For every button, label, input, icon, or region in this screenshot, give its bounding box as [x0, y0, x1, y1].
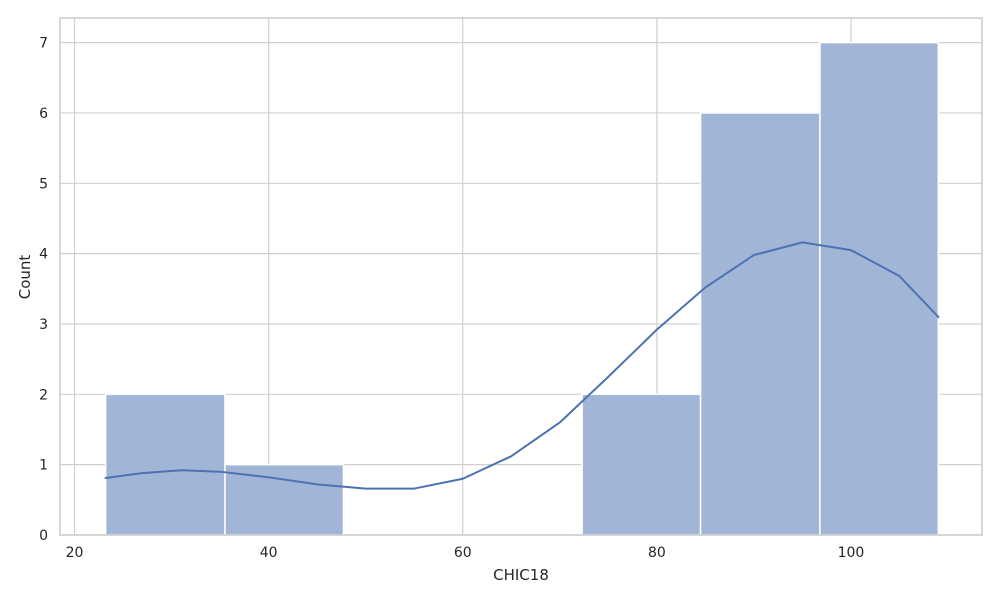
y-tick-label: 2	[39, 387, 48, 403]
x-tick-labels: 20 40 60 80 100	[66, 545, 865, 561]
histogram-bar	[581, 393, 702, 536]
x-tick-label: 60	[454, 545, 472, 561]
y-tick-label: 6	[39, 106, 48, 122]
y-tick-label: 0	[39, 528, 48, 544]
y-tick-labels: 0 1 2 3 4 5 6 7	[39, 36, 48, 544]
kde-curve-group	[104, 241, 940, 490]
histogram-bar	[104, 393, 226, 536]
histogram-bar	[699, 112, 821, 536]
y-tick-label: 5	[39, 176, 48, 192]
y-axis-label: Count	[16, 255, 34, 300]
x-tick-label: 20	[66, 545, 84, 561]
plot-frame	[59, 17, 983, 536]
x-tick-label: 100	[838, 545, 865, 561]
x-tick-label: 40	[260, 545, 278, 561]
histogram-bar	[224, 463, 345, 536]
kde-line	[104, 241, 940, 490]
y-tick-label: 3	[39, 317, 48, 333]
histogram-bar	[819, 41, 940, 536]
x-tick-label: 80	[648, 545, 666, 561]
y-tick-label: 4	[39, 247, 48, 263]
y-tick-label: 7	[39, 36, 48, 52]
x-axis-label: CHIC18	[493, 566, 549, 584]
y-tick-label: 1	[39, 458, 48, 474]
histogram-bars	[104, 41, 940, 536]
